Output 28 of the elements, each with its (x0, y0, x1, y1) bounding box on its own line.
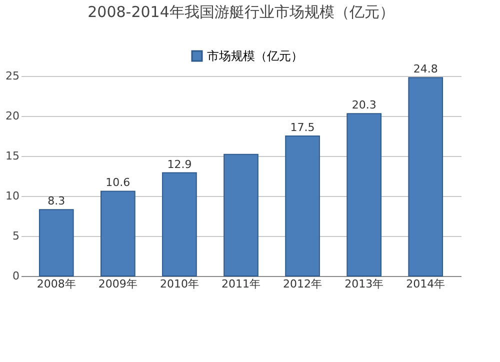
data-label: 20.3 (352, 98, 376, 112)
data-label: 17.5 (290, 121, 315, 134)
bar (224, 154, 258, 276)
x-tick-label: 2010年 (160, 278, 199, 290)
bar (162, 172, 197, 276)
legend-label: 市场规模（亿元） (207, 49, 303, 63)
bar (408, 77, 444, 276)
x-tick-label: 2011年 (222, 278, 260, 290)
x-tick-label: 2009年 (98, 278, 138, 290)
y-tick-label: 15 (6, 150, 20, 162)
y-tick-label: 20 (6, 110, 20, 122)
x-tick-label: 2008年 (36, 278, 76, 290)
x-tick-label: 2012年 (283, 278, 322, 290)
y-tick-label: 0 (12, 270, 20, 282)
data-label: 8.3 (48, 194, 66, 208)
bar (346, 113, 382, 276)
bar (100, 190, 136, 276)
y-tick-label: 5 (12, 230, 20, 242)
chart-title: 2008-2014年我国游艇行业市场规模（亿元） (88, 3, 394, 21)
y-tick-label: 10 (6, 190, 20, 202)
data-label: 10.6 (106, 176, 130, 190)
x-tick-label: 2013年 (344, 278, 384, 290)
bar (285, 136, 320, 276)
x-tick-label: 2014年 (406, 278, 446, 290)
data-label: 12.9 (167, 158, 192, 171)
data-label: 24.8 (413, 62, 438, 76)
y-tick-label: 25 (6, 70, 20, 82)
bar (38, 209, 74, 276)
